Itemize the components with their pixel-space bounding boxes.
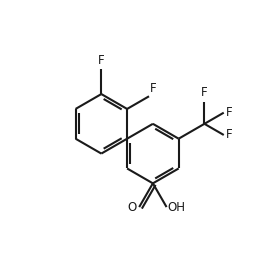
- Text: F: F: [150, 82, 157, 95]
- Text: F: F: [98, 54, 105, 67]
- Text: O: O: [128, 200, 137, 214]
- Text: F: F: [201, 86, 208, 99]
- Text: OH: OH: [168, 200, 186, 214]
- Text: F: F: [226, 106, 232, 119]
- Text: F: F: [226, 128, 232, 141]
